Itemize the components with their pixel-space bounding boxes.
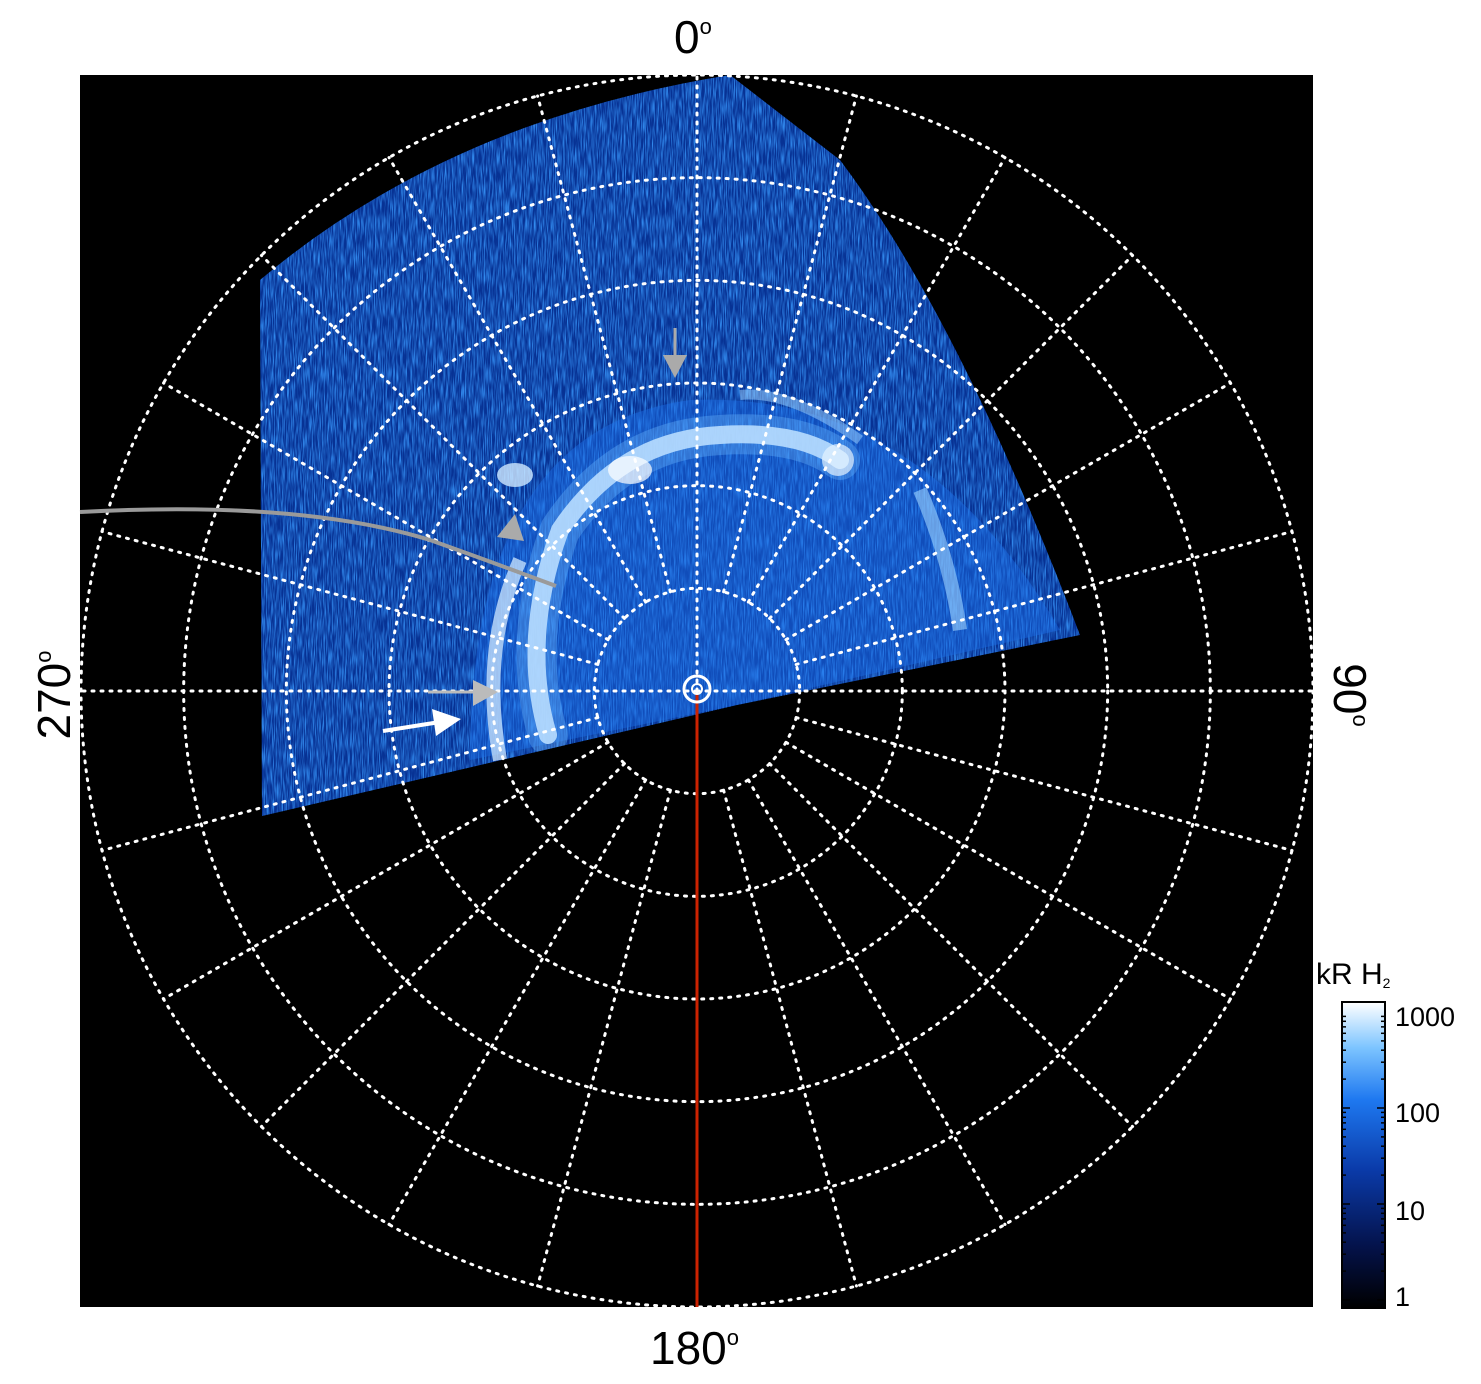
grey-arrow-left [428, 680, 498, 706]
grey-footprint-curve [79, 507, 557, 588]
grid-ring [490, 484, 904, 898]
grid-ring [284, 278, 1110, 1104]
colorbar-tick-100: 100 [1395, 1098, 1441, 1128]
grey-arrow-top [663, 328, 687, 378]
grey-arrow-left-upper [497, 514, 524, 541]
longitude-label-0: 0o [674, 11, 712, 63]
colorbar-tick-10: 10 [1395, 1196, 1426, 1226]
grid-ring [80, 75, 1313, 1307]
colorbar-tick-1000: 1000 [1395, 1002, 1456, 1032]
colorbar-tick-1: 1 [1395, 1282, 1411, 1312]
longitude-label-180: 180o [650, 1322, 739, 1374]
colorbar-title: kR H2 [1316, 958, 1391, 991]
colorbar [1341, 1001, 1386, 1309]
white-arrow [382, 709, 461, 736]
longitude-label-90: 90o [1324, 663, 1376, 727]
pole-marker [682, 674, 712, 704]
colorbar-gradient [1341, 1001, 1386, 1309]
longitude-label-270: 270o [28, 650, 80, 740]
